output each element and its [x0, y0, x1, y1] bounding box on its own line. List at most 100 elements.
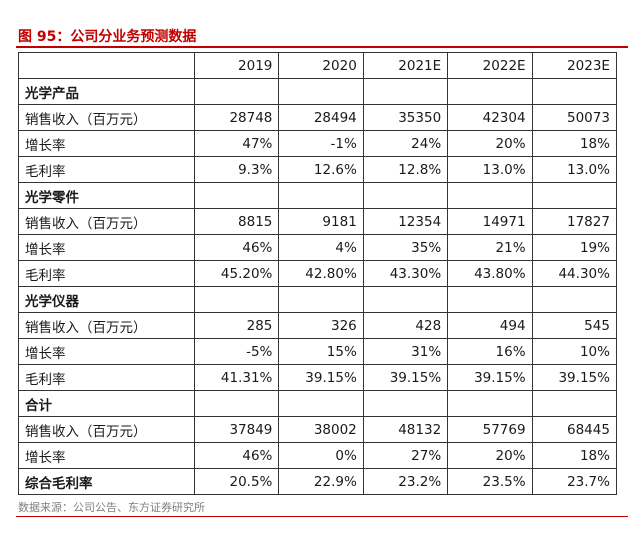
value-cell — [531, 182, 617, 209]
value-cell: 19% — [531, 234, 617, 261]
value-cell: 38002 — [278, 416, 364, 443]
source-note: 数据来源：公司公告、东方证券研究所 — [18, 501, 205, 514]
value-cell: 42.80% — [278, 260, 364, 287]
value-cell — [193, 182, 280, 209]
value-cell: 22.9% — [278, 468, 364, 495]
value-cell: 428 — [362, 312, 449, 339]
value-cell: 10% — [531, 338, 617, 365]
table-row: 增长率 46% 4% 35% 21% 19% — [18, 234, 617, 261]
table-body: 光学产品 销售收入（百万元） 28748 28494 35350 42304 50073 增长… — [18, 78, 617, 495]
value-cell: 20% — [447, 442, 533, 469]
value-cell — [193, 78, 280, 105]
total-row: 综合毛利率 20.5% 22.9% 23.2% 23.5% 23.7% — [18, 468, 617, 495]
value-cell: 18% — [531, 130, 617, 157]
row-label: 光学产品 — [18, 78, 195, 105]
value-cell — [531, 286, 617, 313]
value-cell: 43.30% — [362, 260, 449, 287]
value-cell — [531, 78, 617, 105]
value-cell: 45.20% — [193, 260, 280, 287]
value-cell: 42304 — [447, 104, 533, 131]
header-cell-blank — [18, 52, 195, 79]
footer-divider — [16, 516, 628, 517]
value-cell: -1% — [278, 130, 364, 157]
section-row: 合计 — [18, 390, 617, 417]
header-cell-2021e: 2021E — [362, 52, 449, 79]
row-label: 销售收入（百万元） — [18, 312, 195, 339]
table-row: 增长率 47% -1% 24% 20% 18% — [18, 130, 617, 157]
value-cell: 16% — [447, 338, 533, 365]
value-cell: 39.15% — [531, 364, 617, 391]
value-cell — [447, 286, 533, 313]
value-cell: 39.15% — [362, 364, 449, 391]
table-row: 毛利率 9.3% 12.6% 12.8% 13.0% 13.0% — [18, 156, 617, 183]
value-cell: 68445 — [531, 416, 617, 443]
value-cell: 48132 — [362, 416, 449, 443]
row-label: 增长率 — [18, 338, 195, 365]
header-cell-2023e: 2023E — [531, 52, 617, 79]
value-cell: 18% — [531, 442, 617, 469]
value-cell — [447, 390, 533, 417]
row-label: 增长率 — [18, 442, 195, 469]
value-cell: 35350 — [362, 104, 449, 131]
value-cell: 20.5% — [193, 468, 280, 495]
row-label: 毛利率 — [18, 156, 195, 183]
value-cell: 15% — [278, 338, 364, 365]
value-cell: 9181 — [278, 208, 364, 235]
value-cell — [278, 286, 364, 313]
value-cell — [362, 286, 449, 313]
value-cell — [531, 390, 617, 417]
value-cell: 46% — [193, 234, 280, 261]
header-cell-2019: 2019 — [193, 52, 280, 79]
table-row: 销售收入（百万元） 8815 9181 12354 14971 17827 — [18, 208, 617, 235]
value-cell: 12.8% — [362, 156, 449, 183]
value-cell — [278, 182, 364, 209]
value-cell: 12354 — [362, 208, 449, 235]
value-cell: 23.2% — [362, 468, 449, 495]
section-row: 光学产品 — [18, 78, 617, 105]
value-cell — [362, 390, 449, 417]
header-row: 2019 2020 2021E 2022E 2023E — [18, 52, 617, 79]
value-cell: 37849 — [193, 416, 280, 443]
table-row: 增长率 46% 0% 27% 20% 18% — [18, 442, 617, 469]
value-cell: 545 — [531, 312, 617, 339]
value-cell — [447, 78, 533, 105]
row-label: 增长率 — [18, 130, 195, 157]
value-cell: 4% — [278, 234, 364, 261]
forecast-table: 2019 2020 2021E 2022E 2023E 光学产品 销售收入（百万元… — [18, 52, 617, 495]
section-row: 光学仪器 — [18, 286, 617, 313]
value-cell — [193, 286, 280, 313]
header-cell-2020: 2020 — [278, 52, 364, 79]
value-cell: 8815 — [193, 208, 280, 235]
row-label: 光学零件 — [18, 182, 195, 209]
value-cell: 285 — [193, 312, 280, 339]
value-cell: 12.6% — [278, 156, 364, 183]
value-cell: 27% — [362, 442, 449, 469]
value-cell — [447, 182, 533, 209]
value-cell: 28748 — [193, 104, 280, 131]
table-row: 销售收入（百万元） 28748 28494 35350 42304 50073 — [18, 104, 617, 131]
value-cell: 41.31% — [193, 364, 280, 391]
table-row: 增长率 -5% 15% 31% 16% 10% — [18, 338, 617, 365]
value-cell: 50073 — [531, 104, 617, 131]
value-cell: 494 — [447, 312, 533, 339]
header-cell-2022e: 2022E — [447, 52, 533, 79]
row-label: 综合毛利率 — [18, 468, 195, 495]
row-label: 合计 — [18, 390, 195, 417]
row-label: 毛利率 — [18, 260, 195, 287]
row-label: 销售收入（百万元） — [18, 104, 195, 131]
value-cell: 46% — [193, 442, 280, 469]
value-cell — [193, 390, 280, 417]
value-cell: 14971 — [447, 208, 533, 235]
value-cell: 21% — [447, 234, 533, 261]
row-label: 毛利率 — [18, 364, 195, 391]
value-cell: 44.30% — [531, 260, 617, 287]
value-cell: 43.80% — [447, 260, 533, 287]
value-cell — [362, 182, 449, 209]
value-cell: 0% — [278, 442, 364, 469]
value-cell: 20% — [447, 130, 533, 157]
title-divider — [16, 46, 628, 48]
row-label: 光学仪器 — [18, 286, 195, 313]
row-label: 销售收入（百万元） — [18, 208, 195, 235]
value-cell: 28494 — [278, 104, 364, 131]
